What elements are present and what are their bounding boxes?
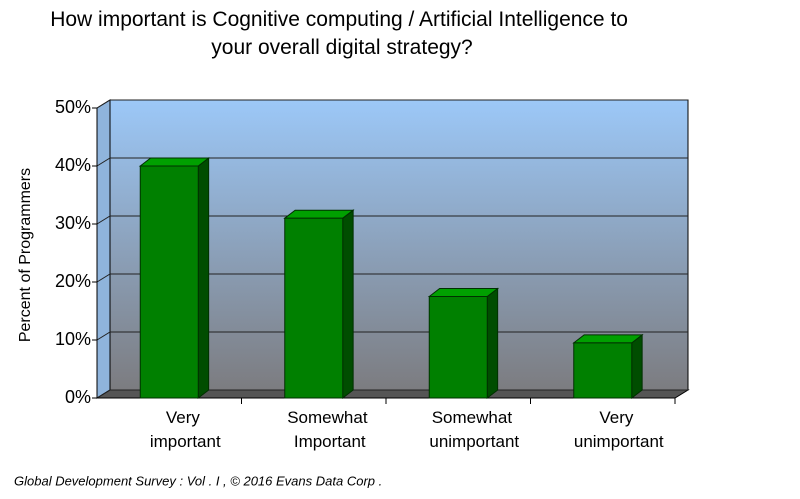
- bar: [139, 165, 199, 399]
- grid-line: [96, 99, 688, 109]
- bar-side: [197, 156, 210, 400]
- y-tick-label: 0%: [65, 387, 91, 407]
- y-axis-label: Percent of Programmers: [17, 168, 34, 342]
- bar: [284, 217, 344, 399]
- bar-top: [427, 288, 500, 297]
- grid-line: [96, 273, 688, 283]
- chart-title: How important is Cognitive computing / A…: [50, 8, 634, 59]
- x-tick-label: Very important: [150, 408, 221, 451]
- bar-side: [631, 333, 643, 400]
- bar: [428, 296, 488, 399]
- footer: Global Development Survey : Vol . I , © …: [14, 473, 382, 488]
- y-tick-label: 40%: [55, 155, 91, 175]
- bar-top: [138, 157, 211, 167]
- x-tick-label: Somewhat unimportant: [429, 408, 519, 451]
- bar-side: [342, 209, 354, 400]
- y-tick-label: 10%: [55, 329, 91, 349]
- bar: [573, 342, 633, 399]
- y-tick-label: 50%: [55, 97, 91, 117]
- y-tick-label: 30%: [55, 213, 91, 233]
- side-wall: [96, 99, 111, 399]
- bar-top: [283, 209, 355, 219]
- x-tick-label: Somewhat Important: [287, 408, 372, 451]
- y-tick-label: 20%: [55, 271, 91, 291]
- bar-top: [572, 334, 644, 344]
- grid-line: [96, 215, 688, 225]
- grid-line: [96, 157, 688, 167]
- bar-side: [486, 287, 499, 400]
- x-tick-label: Very unimportant: [574, 408, 664, 451]
